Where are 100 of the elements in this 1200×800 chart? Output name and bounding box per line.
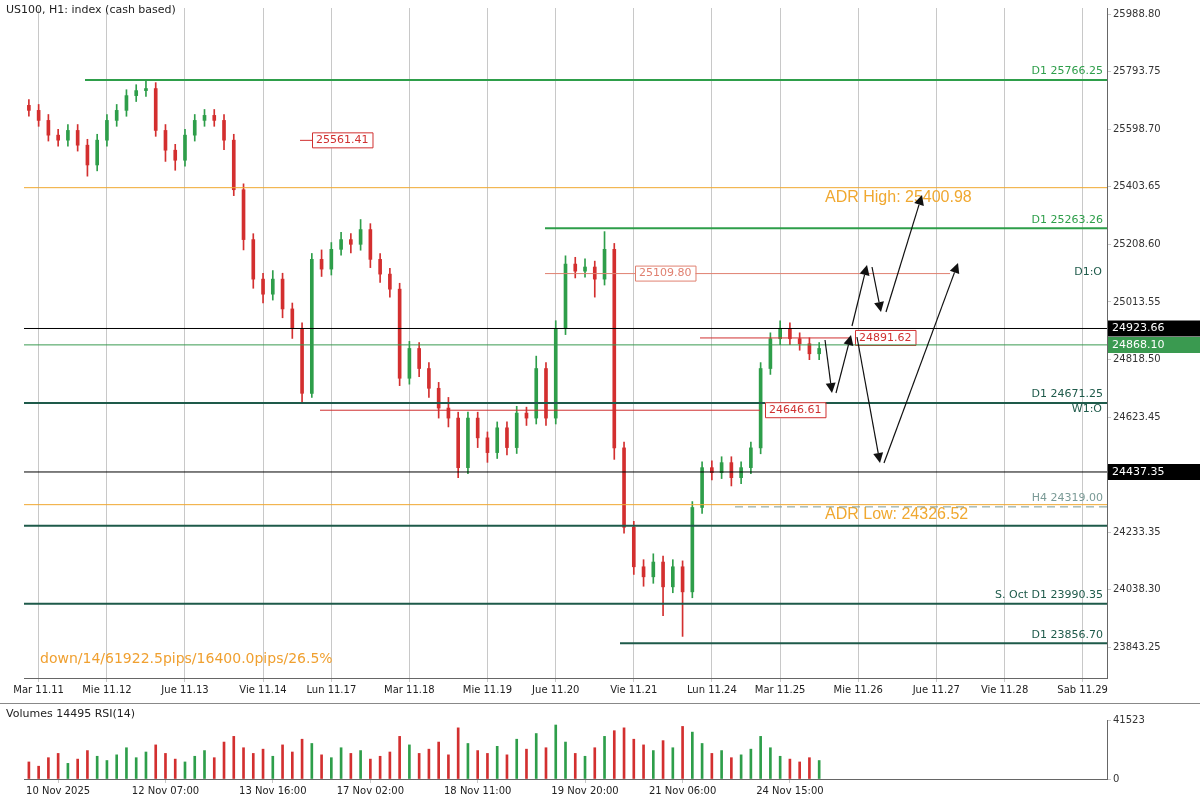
bar	[290, 751, 294, 779]
x-tick-label: Mar 11.25	[754, 683, 806, 695]
x-tick-label: Vie 11.21	[610, 683, 658, 695]
x-tick-label: 17 Nov 02:00	[336, 784, 405, 796]
x-tick-label: 10 Nov 2025	[26, 784, 91, 796]
bar	[251, 753, 255, 779]
y-tick-label: 0	[1113, 772, 1120, 784]
bar	[486, 753, 489, 779]
bar	[651, 750, 655, 779]
bar	[456, 727, 460, 779]
ref-line-label: 25561.41	[316, 133, 369, 147]
x-tick-label: 24 Nov 15:00	[756, 784, 824, 796]
bar	[515, 738, 519, 779]
ref-line-label: 24868.10	[1112, 337, 1165, 351]
bar	[808, 757, 811, 779]
bar	[173, 758, 177, 779]
bar	[593, 747, 597, 779]
y-tick-label: 24623.45	[1113, 410, 1161, 422]
y-tick-label: 25793.75	[1113, 65, 1161, 77]
bar	[817, 760, 821, 779]
bar	[759, 736, 762, 779]
x-tick-label: 13 Nov 16:00	[239, 784, 307, 796]
bar	[125, 747, 128, 779]
chart-title: Volumes 14495 RSI(14)	[6, 707, 136, 720]
bar	[242, 747, 245, 779]
bar	[769, 747, 772, 779]
ref-line-label: 24437.35	[1112, 464, 1165, 478]
bar	[134, 757, 138, 779]
x-tick-label: Mar 11.11	[13, 683, 64, 695]
bar	[573, 753, 577, 779]
bar	[720, 750, 723, 779]
ref-line-label: ADR High: 25400.98	[825, 188, 972, 206]
bar	[281, 744, 284, 779]
ref-line-label: D1 23856.70	[1031, 627, 1103, 641]
x-tick-label: Vie 11.28	[980, 683, 1029, 695]
bar	[154, 744, 158, 779]
bar	[115, 754, 119, 779]
ref-line-label: D1 25766.25	[1031, 64, 1103, 78]
annotation: D1:O	[1074, 264, 1103, 278]
x-tick-label: Lun 11.24	[686, 683, 737, 695]
ref-line-label: H4 24319.00	[1031, 491, 1103, 505]
bar	[642, 744, 645, 779]
bar	[359, 750, 362, 779]
y-tick-label: 24233.35	[1113, 525, 1161, 537]
y-tick-label: 25988.80	[1113, 7, 1161, 19]
x-tick-label: Mie 11.12	[82, 683, 132, 695]
x-tick-label: Jue 11.13	[160, 683, 209, 695]
bar	[534, 733, 538, 779]
x-tick-label: 21 Nov 06:00	[648, 784, 717, 796]
x-tick-label: Mie 11.19	[462, 683, 513, 695]
bar	[554, 724, 558, 779]
bar	[408, 744, 411, 779]
bar	[612, 730, 616, 779]
bar	[447, 754, 450, 779]
bar	[691, 731, 694, 779]
x-tick-label: Mar 11.18	[384, 683, 435, 695]
ref-line-label: 24646.61	[769, 403, 822, 417]
y-tick-label: 25598.70	[1113, 122, 1161, 134]
y-tick-label: 25208.60	[1113, 238, 1161, 250]
x-tick-label: Mie 11.26	[833, 683, 883, 695]
ref-line-label: D1 24671.25	[1031, 387, 1103, 401]
bar	[310, 743, 314, 779]
bar	[495, 745, 499, 779]
bar	[37, 765, 40, 779]
bar	[164, 753, 167, 779]
bar	[86, 750, 89, 779]
bar	[330, 757, 333, 779]
x-tick-label: Lun 11.17	[306, 683, 357, 695]
bar	[525, 748, 528, 779]
bar	[398, 736, 401, 779]
bar	[603, 736, 606, 779]
bar	[437, 741, 440, 779]
x-tick-label: Sab 11.29	[1057, 683, 1108, 695]
x-tick-label: Vie 11.14	[239, 683, 287, 695]
bar	[95, 755, 99, 779]
x-tick-label: Jue 11.27	[911, 683, 960, 695]
ref-line-label: ADR Low: 24326.52	[825, 505, 969, 523]
bar	[369, 758, 372, 779]
ref-line-label: 25109.80	[639, 266, 692, 280]
bar	[76, 758, 79, 779]
bar	[476, 750, 480, 779]
bar	[271, 755, 275, 779]
y-tick-label: 23843.25	[1113, 640, 1161, 652]
x-tick-label: 12 Nov 07:00	[131, 784, 200, 796]
x-tick-label: 18 Nov 11:00	[443, 784, 512, 796]
y-tick-label: 24038.30	[1113, 583, 1161, 595]
annotation: down/14/61922.5pips/16400.0pips/26.5%	[40, 649, 333, 666]
bar	[203, 750, 206, 779]
chart-title: US100, H1: index (cash based)	[6, 3, 176, 16]
bar	[212, 757, 216, 779]
ref-line-label: S. Oct D1 23990.35	[995, 588, 1103, 602]
bar	[193, 755, 197, 779]
bar	[564, 741, 567, 779]
bar	[632, 738, 636, 779]
y-tick-label: 41523	[1113, 713, 1145, 725]
x-tick-label: Jue 11.20	[531, 683, 580, 695]
bar	[232, 736, 236, 779]
y-tick-label: 24818.50	[1113, 353, 1161, 365]
bar	[681, 726, 684, 779]
x-tick-label: 19 Nov 20:00	[551, 784, 619, 796]
